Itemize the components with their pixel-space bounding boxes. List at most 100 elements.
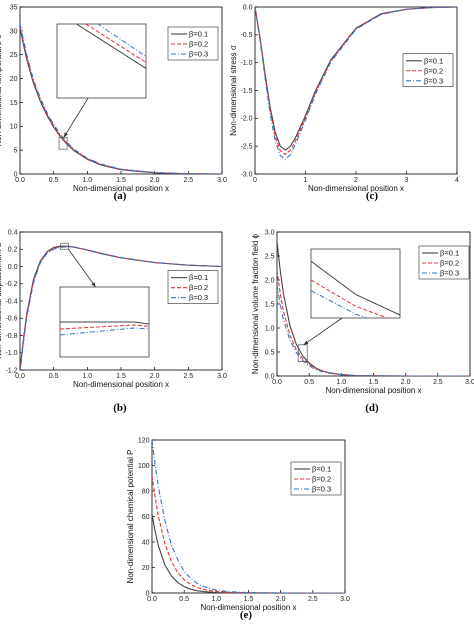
inset-series-line-3 [60,327,149,336]
inset-frame [56,23,147,99]
legend-box [402,53,454,88]
y-tick-label: 0 [14,171,18,178]
zoom-region [60,242,69,250]
x-tick-label: 1.0 [336,379,346,386]
x-tick-label: 1.0 [82,177,92,184]
panel-caption: (a) [114,190,127,202]
zoom-arrow [68,249,96,288]
x-tick-label: 2.0 [276,596,286,603]
x-axis-label: Non-dimensional position x [325,386,421,395]
x-tick-label: 2 [354,177,358,184]
y-tick-label: 30 [10,28,18,35]
y-tick-label: -1.0 [5,350,17,357]
legend-label: β=0.3 [440,269,459,278]
inset-series-line-3 [311,290,369,318]
y-tick-label: 0.5 [265,349,275,356]
inset-series-line-1 [60,321,149,325]
legend-label: β=0.3 [189,50,208,59]
y-tick-label: -0.5 [240,32,252,39]
x-tick-label: 1 [304,177,308,184]
x-tick-label: 2.0 [401,379,411,386]
chart-b: 0.0 0.5 1.0 1.5 2.0 2.5 3.0 0.4 0.2 0.0 -0.2 -0.4 -0… [0,229,227,414]
legend-label: β=0.2 [440,259,459,268]
x-tick-label: 3.0 [217,373,227,380]
y-tick-label: 35 [10,4,18,11]
legend-label: β=0.2 [189,40,208,49]
inset-series-line-2 [60,324,149,330]
x-tick-label: 0.0 [15,177,25,184]
chart-e: 0.0 0.5 1.0 1.5 2.0 2.5 3.0020406080100120Non-… [126,437,350,621]
legend-label: β=0.1 [189,273,208,282]
zoom-region [297,344,308,362]
y-tick-label: -1.5 [240,88,252,95]
zoom-arrow [303,317,343,346]
y-tick-label: 3.0 [265,229,275,236]
y-tick-label: 20 [10,76,18,83]
legend: β=0.1β=0.2β=0.3 [402,53,454,88]
zoom-arrowhead [91,282,96,287]
x-tick-label: 2.5 [183,177,193,184]
y-tick-label: 1.5 [265,301,275,308]
y-tick-label: 0.0 [243,4,253,11]
legend-label: β=0.2 [424,66,443,75]
y-tick-label: -2.0 [240,116,252,123]
series-line-3 [20,23,222,174]
y-axis-label: Non-dimensional volume fraction field ϕ [251,233,260,374]
legend-box [167,26,219,61]
chart-c: 0 1 2 3 4 0.0 -0.5 -1.0 -1.5 -2.0 -2.5 -3.0 Non-dime… [229,4,459,202]
y-tick-label: 0.0 [265,373,275,380]
zoom-region [58,136,68,150]
x-tick-label: 1.5 [116,177,126,184]
x-tick-label: 0.5 [49,177,59,184]
x-tick-label: 3.0 [340,596,350,603]
legend-label: β=0.2 [189,283,208,292]
y-tick-label: 0.4 [8,229,18,236]
y-tick-label: 10 [10,124,18,131]
y-tick-label: 25 [10,52,18,59]
y-tick-label: 2.5 [265,253,275,260]
inset-series-line-3 [97,24,146,57]
x-tick-label: 0.0 [272,379,282,386]
y-tick-label: 1.0 [265,325,275,332]
inset-series-line-1 [75,24,146,69]
x-tick-label: 1.5 [244,596,254,603]
y-tick-label: 20 [142,565,150,572]
y-axis-label: Non-dimensional temperature θ [0,34,3,147]
y-tick-label: 40 [142,539,150,546]
y-tick-label: -1.2 [5,367,17,374]
x-tick-label: 1.5 [369,379,379,386]
series-line-3 [277,284,470,376]
legend: β=0.1β=0.2β=0.3 [418,245,470,280]
inset-frame [310,248,401,319]
y-tick-label: -0.4 [5,298,17,305]
y-tick-label: -3.0 [240,171,252,178]
zoom-arrowhead [303,340,309,345]
x-tick-label: 0.0 [147,596,157,603]
y-tick-label: 0.2 [8,247,18,254]
y-axis-label: Non-dimensional chemical potential P [126,450,135,584]
x-axis-label: Non-dimensional position x [73,184,169,193]
y-tick-label: 120 [138,437,150,444]
zoom-arrowhead [63,132,68,138]
x-tick-label: 1.0 [211,596,221,603]
chart-d: 0.0 0.5 1.0 1.5 2.0 2.5 3.0 0.0 0.5 1.0 1.5 2.0 2.5 3… [251,229,474,414]
y-tick-label: 0 [146,590,150,597]
x-tick-label: 3.0 [465,379,474,386]
x-tick-label: 2.5 [183,373,193,380]
legend-box [290,461,342,496]
y-tick-label: 0.0 [8,264,18,271]
y-tick-label: 2.0 [265,277,275,284]
y-tick-label: 5 [14,148,18,155]
inset-series-line-2 [84,24,146,63]
x-tick-label: 0.5 [49,373,59,380]
y-tick-label: 100 [138,463,150,470]
legend-label: β=0.1 [424,56,443,65]
x-tick-label: 3 [405,177,409,184]
x-tick-label: 1.0 [82,373,92,380]
y-axis-label: Non-dimensional displacement u [0,243,3,359]
series-line-1 [152,513,345,593]
x-tick-label: 0.5 [304,379,314,386]
x-tick-label: 2.5 [308,596,318,603]
inset-series-line-1 [311,260,400,316]
